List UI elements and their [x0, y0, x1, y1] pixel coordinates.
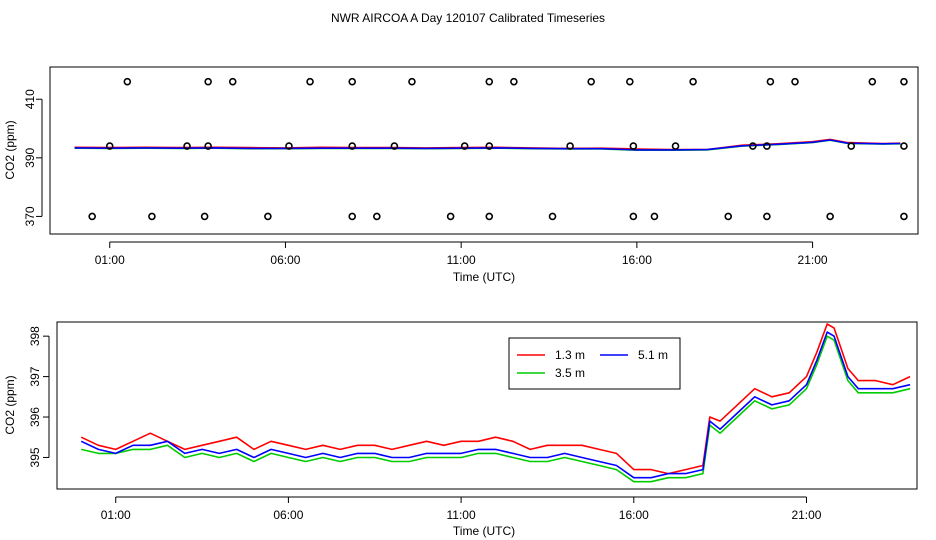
data-point — [629, 212, 638, 221]
bottom-x-tick-label: 01:00 — [101, 508, 131, 522]
data-point — [228, 77, 237, 86]
top-series-layer — [74, 138, 901, 151]
data-point — [847, 142, 856, 150]
data-point — [306, 77, 314, 86]
top-panel: 01:00 06:00 11:00 16:00 21:00 370 390 410 Time… — [3, 66, 919, 284]
bottom-x-ticks: 01:00 06:00 11:00 16:00 21:00 — [101, 496, 822, 522]
bottom-series-line-c13 — [80, 323, 911, 475]
data-point — [826, 212, 834, 221]
bottom-series-line-c51 — [80, 331, 911, 479]
data-point — [485, 142, 494, 150]
data-point — [626, 77, 634, 86]
bottom-y-axis-label: CO2 (ppm) — [3, 375, 17, 434]
top-x-tick-label: 01:00 — [95, 253, 125, 267]
data-point — [791, 77, 799, 86]
data-point — [763, 212, 771, 221]
data-point — [148, 212, 156, 221]
top-x-axis-label: Time (UTC) — [453, 270, 515, 284]
data-point — [123, 77, 132, 86]
data-point — [460, 142, 469, 150]
data-point — [285, 142, 293, 150]
bottom-series-line-c35 — [81, 335, 911, 483]
bottom-x-tick-label: 11:00 — [447, 508, 476, 522]
legend-label-1-3m: 1.3 m — [555, 348, 585, 362]
bottom-y-tick-label: 398 — [28, 326, 42, 346]
data-point — [900, 77, 908, 86]
data-point — [348, 142, 357, 150]
data-point — [105, 142, 114, 150]
data-point — [868, 77, 877, 86]
bottom-series-layer — [80, 323, 911, 483]
top-y-axis-label: CO2 (ppm) — [3, 120, 17, 179]
bottom-y-tick-label: 396 — [28, 407, 42, 427]
data-point — [88, 212, 96, 221]
data-point — [650, 212, 659, 221]
data-point — [548, 212, 557, 221]
data-point — [766, 77, 775, 86]
top-x-tick-label: 06:00 — [270, 253, 300, 267]
legend-label-5-1m: 5.1 m — [638, 348, 668, 362]
data-point — [566, 142, 574, 150]
data-point — [671, 142, 680, 150]
chart-title: NWR AIRCOA A Day 120107 Calibrated Times… — [331, 11, 605, 25]
data-point — [485, 77, 494, 86]
top-y-tick-label: 370 — [23, 206, 37, 226]
data-point — [446, 212, 455, 221]
data-point — [204, 142, 212, 150]
legend-box — [508, 337, 681, 390]
bottom-x-tick-label: 21:00 — [791, 508, 821, 522]
top-plot-frame — [49, 66, 919, 235]
top-y-tick-label: 410 — [23, 89, 37, 109]
top-x-tick-label: 21:00 — [798, 253, 828, 267]
data-point — [408, 77, 416, 86]
data-point — [348, 77, 357, 86]
data-point — [510, 77, 518, 86]
data-point — [264, 212, 272, 221]
data-point — [373, 212, 381, 221]
bottom-x-axis-label: Time (UTC) — [453, 524, 515, 538]
data-point — [390, 142, 399, 150]
data-point — [689, 77, 697, 86]
bottom-x-tick-label: 16:00 — [619, 508, 649, 522]
bottom-y-tick-label: 397 — [28, 366, 42, 386]
top-x-tick-label: 16:00 — [622, 253, 652, 267]
data-point — [900, 142, 908, 150]
data-point — [485, 212, 494, 221]
data-point — [204, 77, 212, 86]
legend-label-3-5m: 3.5 m — [555, 366, 585, 380]
top-y-tick-label: 390 — [23, 147, 37, 167]
top-y-ticks: 370 390 410 — [23, 89, 43, 226]
data-point — [724, 212, 733, 221]
data-point — [749, 142, 757, 150]
data-point — [900, 212, 908, 221]
top-series-line-c51 — [74, 139, 901, 151]
legend: 1.3 m 5.1 m 3.5 m — [508, 337, 681, 390]
top-x-tick-label: 11:00 — [447, 253, 476, 267]
bottom-y-ticks: 395 396 397 398 — [28, 326, 50, 467]
data-point — [587, 77, 595, 86]
bottom-y-tick-label: 395 — [28, 447, 42, 467]
top-points-layer — [88, 77, 908, 221]
bottom-plot-frame — [56, 321, 918, 490]
top-x-ticks: 01:00 06:00 11:00 16:00 21:00 — [95, 241, 828, 267]
data-point — [763, 142, 771, 150]
data-point — [629, 142, 638, 150]
data-point — [200, 212, 209, 221]
data-point — [183, 142, 191, 150]
bottom-panel: 01:00 06:00 11:00 16:00 21:00 395 396 397 398 T… — [3, 321, 918, 538]
bottom-x-tick-label: 06:00 — [273, 508, 303, 522]
data-point — [348, 212, 357, 221]
